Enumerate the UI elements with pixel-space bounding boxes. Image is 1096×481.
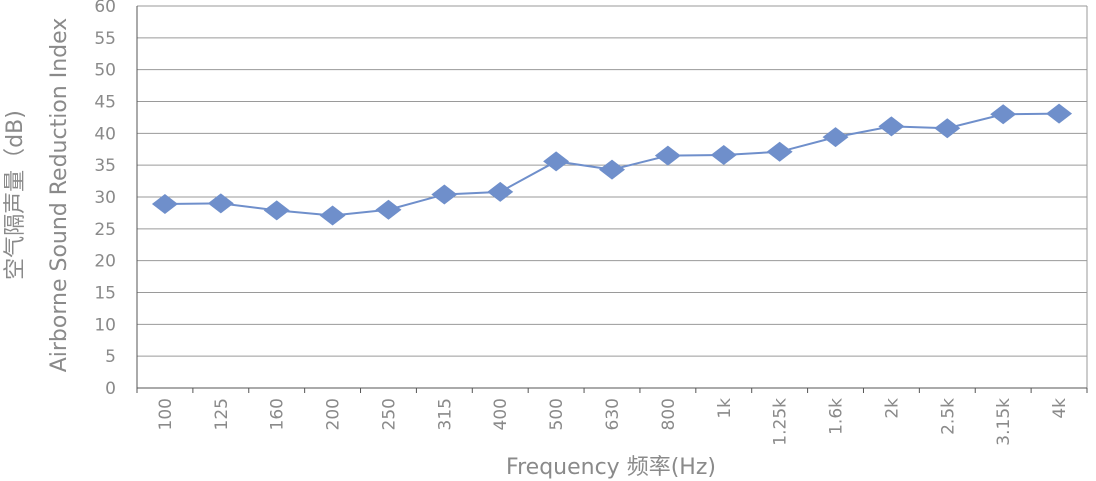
data-point-1.25k — [766, 141, 793, 162]
y-tick-label-35: 35 — [94, 156, 116, 176]
y-tick-label-40: 40 — [94, 124, 116, 144]
data-point-630 — [599, 159, 625, 180]
y-tick-label-5: 5 — [105, 347, 116, 367]
data-point-800 — [654, 145, 681, 166]
x-tick-label-630: 630 — [603, 398, 623, 430]
y-tick-label-45: 45 — [94, 93, 116, 113]
data-point-315 — [431, 184, 458, 205]
x-tick-label-500: 500 — [547, 398, 567, 430]
y-tick-label-30: 30 — [94, 188, 116, 208]
x-tick-label-2.5k: 2.5k — [938, 398, 958, 435]
y-tick-label-20: 20 — [94, 252, 116, 272]
data-point-400 — [487, 181, 514, 202]
y-tick-labels: 0 5 10 15 20 25 30 35 40 45 50 55 60 — [94, 0, 116, 399]
grid-lines — [137, 5, 1087, 357]
y-tick-label-15: 15 — [94, 284, 116, 304]
data-point-160 — [263, 200, 290, 221]
x-tick-label-400: 400 — [491, 398, 511, 430]
x-tick-label-4k: 4k — [1050, 398, 1070, 419]
axes — [136, 6, 1088, 393]
x-tick-label-160: 160 — [268, 398, 288, 430]
data-point-500 — [543, 151, 570, 172]
x-tick-labels: 100 125 160 200 250 315 400 500 630 800 1k 1.25k 1.6… — [156, 398, 1070, 446]
data-point-2.5k — [934, 118, 961, 139]
data-point-1.6k — [822, 127, 849, 148]
x-tick-label-200: 200 — [324, 398, 344, 430]
data-point-2k — [878, 116, 905, 137]
x-axis-label: Frequency 频率(Hz) — [506, 455, 716, 480]
x-tick-label-3.15k: 3.15k — [994, 398, 1014, 446]
data-point-125 — [207, 193, 234, 214]
data-point-3.15k — [990, 104, 1017, 125]
x-tick-label-1.25k: 1.25k — [771, 398, 791, 446]
x-tick-label-125: 125 — [212, 398, 232, 430]
x-tick-label-800: 800 — [659, 398, 679, 430]
y-tick-label-60: 60 — [94, 0, 116, 17]
y-tick-label-55: 55 — [94, 29, 116, 49]
data-point-4k — [1046, 103, 1073, 124]
x-tick-label-1.6k: 1.6k — [827, 398, 847, 435]
data-point-100 — [151, 194, 178, 215]
y-tick-label-0: 0 — [105, 379, 116, 399]
y-tick-label-10: 10 — [94, 315, 116, 335]
data-point-250 — [375, 199, 402, 220]
x-tick-label-100: 100 — [156, 398, 176, 430]
series-group — [151, 103, 1073, 226]
data-point-1k — [710, 144, 737, 165]
x-tick-label-315: 315 — [435, 398, 455, 430]
data-point-200 — [319, 205, 346, 226]
x-tick-label-1k: 1k — [715, 398, 735, 419]
y-tick-label-25: 25 — [94, 220, 116, 240]
y-axis-label-line2: Airborne Sound Reduction Index — [47, 18, 72, 373]
x-tick-label-2k: 2k — [882, 398, 902, 419]
y-axis-label-line1: 空气隔声量（dB) — [3, 110, 28, 280]
y-tick-label-50: 50 — [94, 61, 116, 81]
x-tick-label-250: 250 — [379, 398, 399, 430]
